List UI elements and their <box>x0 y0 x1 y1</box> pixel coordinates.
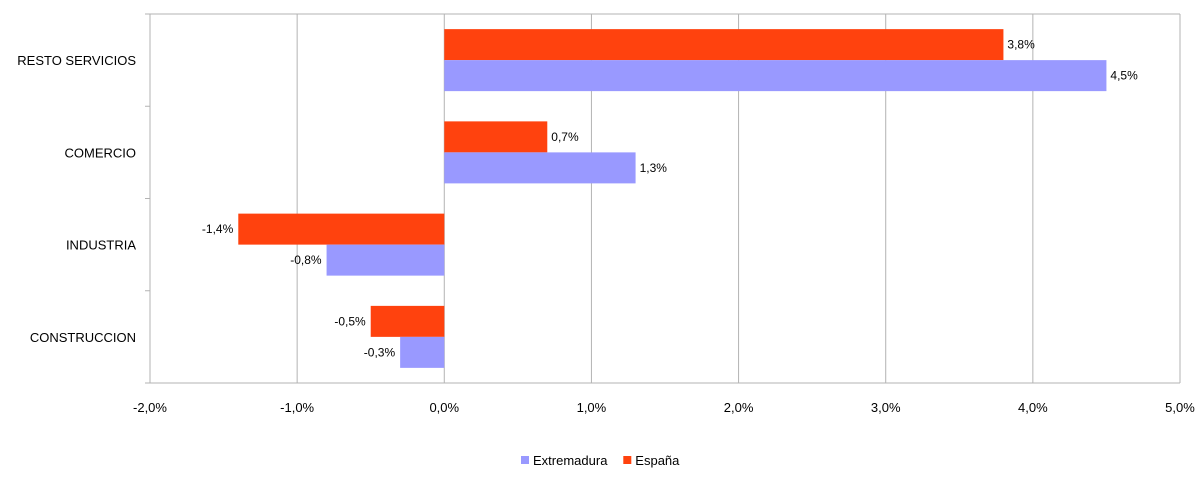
bar-extremadura-resto-servicios <box>444 60 1107 92</box>
category-label-resto-servicios: RESTO SERVICIOS <box>17 53 136 68</box>
bar-extremadura-industria <box>326 244 445 276</box>
axes <box>145 13 1180 384</box>
x-tick-label: -1,0% <box>280 400 314 415</box>
data-label-extremadura-resto-servicios: 4,5% <box>1110 69 1138 83</box>
data-label-extremadura-industria: -0,8% <box>290 253 322 267</box>
category-label-construccion: CONSTRUCCION <box>30 330 136 345</box>
bars <box>238 29 1107 368</box>
data-label-extremadura-construccion: -0,3% <box>364 345 396 359</box>
data-label-espana-construccion: -0,5% <box>334 314 366 328</box>
data-label-extremadura-comercio: 1,3% <box>640 161 668 175</box>
bar-espana-industria <box>238 213 445 245</box>
labels: -2,0% -1,0% 0,0% 1,0% 2,0% 3,0% 4,0% 5,0% RESTO … <box>17 38 1195 415</box>
x-tick-label: 1,0% <box>577 400 607 415</box>
bar-espana-construccion <box>370 305 445 337</box>
x-tick-label: 0,0% <box>429 400 459 415</box>
legend-label-espana: España <box>635 453 680 468</box>
data-label-espana-resto-servicios: 3,8% <box>1007 38 1035 52</box>
category-label-comercio: COMERCIO <box>65 145 137 160</box>
data-label-espana-comercio: 0,7% <box>551 130 579 144</box>
legend-swatch-espana <box>623 456 632 464</box>
bar-espana-comercio <box>444 121 548 153</box>
x-tick-label: 2,0% <box>724 400 754 415</box>
legend: Extremadura España <box>521 453 680 468</box>
legend-label-extremadura: Extremadura <box>533 453 608 468</box>
x-tick-label: 5,0% <box>1165 400 1195 415</box>
x-tick-label: -2,0% <box>133 400 167 415</box>
data-label-espana-industria: -1,4% <box>202 222 234 236</box>
legend-swatch-extremadura <box>521 456 529 464</box>
bar-extremadura-comercio <box>444 152 636 184</box>
bar-espana-resto-servicios <box>444 29 1004 61</box>
category-label-industria: INDUSTRIA <box>66 238 136 253</box>
x-tick-label: 4,0% <box>1018 400 1048 415</box>
bar-extremadura-construccion <box>400 336 445 368</box>
x-tick-label: 3,0% <box>871 400 901 415</box>
